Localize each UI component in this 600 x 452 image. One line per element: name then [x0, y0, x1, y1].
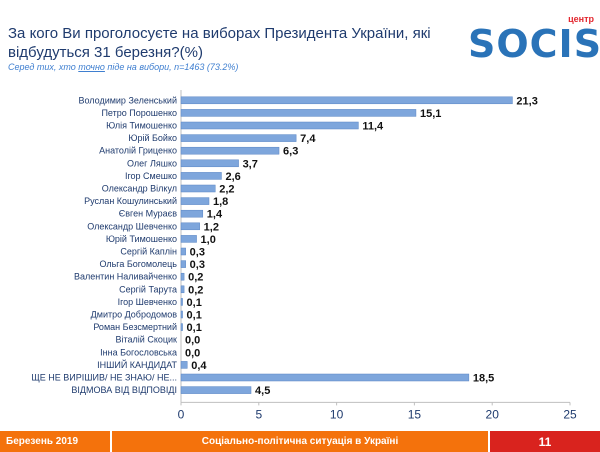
category-label: ЩЕ НЕ ВИРІШИВ/ НЕ ЗНАЮ/ НЕ...: [31, 373, 177, 383]
category-label: ВІДМОВА ВІД ВІДПОВІДІ: [71, 385, 177, 395]
bar: [180, 310, 183, 319]
category-label: Дмитро Добродомов: [91, 310, 178, 320]
value-label: 2,2: [219, 184, 234, 196]
bar: [180, 361, 188, 369]
bar: [180, 247, 186, 256]
category-label: Сергій Тарута: [119, 284, 177, 294]
value-label: 15,1: [420, 108, 441, 120]
subtitle-underlined: точно: [78, 62, 105, 72]
bar: [180, 298, 183, 306]
category-label: Петро Порошенко: [101, 108, 177, 118]
bar: [180, 121, 359, 130]
value-label: 0,0: [185, 335, 200, 347]
value-label: 6,3: [283, 146, 298, 158]
category-label: Валентин Наливайченко: [74, 272, 177, 282]
category-label: Олександр Шевченко: [87, 221, 177, 231]
x-tick-label: 5: [255, 407, 262, 421]
socis-logo: центр SOCIS: [468, 14, 600, 66]
value-label: 0,2: [188, 272, 203, 284]
category-label: Юрій Бойко: [128, 133, 177, 143]
value-label: 0,4: [191, 360, 207, 372]
value-label: 7,4: [300, 133, 316, 145]
value-label: 21,3: [516, 95, 537, 107]
x-tick-label: 20: [486, 407, 500, 421]
x-tick-label: 15: [408, 407, 422, 421]
value-label: 1,8: [213, 196, 228, 208]
category-label: Анатолій Гриценко: [99, 146, 177, 156]
bar: [180, 96, 513, 105]
category-label: Ольга Богомолець: [99, 259, 177, 269]
bar: [180, 323, 183, 331]
value-label: 0,3: [190, 247, 205, 259]
value-label: 0,3: [190, 259, 205, 271]
value-label: 11,4: [362, 121, 384, 133]
logo-small-text: центр: [568, 14, 594, 24]
category-label: Володимир Зеленський: [78, 95, 177, 105]
category-label: Олександр Вілкул: [102, 184, 177, 194]
value-label: 3,7: [243, 158, 258, 170]
category-label: Ігор Шевченко: [118, 297, 177, 307]
page-title: За кого Ви проголосуєте на виборах Прези…: [8, 25, 431, 61]
bar: [180, 285, 185, 294]
bar: [180, 209, 204, 218]
bar: [180, 260, 186, 268]
category-label: Сергій Каплін: [120, 247, 177, 257]
bar: [180, 172, 222, 180]
bar: [180, 272, 185, 281]
logo-brand: SOCIS: [468, 22, 600, 66]
subtitle-suffix: піде на вибори, n=1463 (73.2%): [104, 62, 239, 72]
value-label: 0,0: [185, 347, 200, 359]
bar: [180, 373, 470, 382]
subtitle-prefix: Серед тих, хто: [8, 62, 79, 72]
value-label: 0,2: [188, 284, 203, 296]
value-label: 1,0: [201, 234, 216, 246]
category-label: Віталій Скоцик: [116, 335, 178, 345]
bar: [180, 159, 239, 168]
x-tick-label: 10: [330, 407, 344, 421]
bar: [180, 197, 210, 205]
bar: [180, 184, 216, 193]
bar: [180, 386, 252, 394]
bar: [180, 235, 197, 243]
value-label: 0,1: [187, 310, 202, 322]
value-label: 1,2: [204, 221, 219, 233]
category-label: Євген Мураєв: [119, 209, 177, 219]
footer: Березень 2019 Соціально-політична ситуац…: [0, 431, 600, 452]
category-label: Юлія Тимошенко: [106, 121, 177, 131]
footer-section: Соціально-політична ситуація в Україні: [110, 431, 488, 452]
x-tick-label: 25: [563, 407, 577, 421]
value-label: 18,5: [473, 373, 494, 385]
value-label: 4,5: [255, 385, 270, 397]
category-label: Олег Ляшко: [127, 158, 177, 168]
bar: [180, 134, 297, 142]
value-label: 0,1: [187, 297, 202, 309]
category-label: Руслан Кошулинський: [84, 196, 177, 206]
value-label: 1,4: [207, 209, 223, 221]
category-label: Ігор Смешко: [125, 171, 177, 181]
footer-date: Березень 2019: [0, 431, 110, 452]
category-label: Юрій Тимошенко: [106, 234, 177, 244]
subtitle: Серед тих, хто точно піде на вибори, n=1…: [8, 62, 238, 72]
bar: [180, 146, 280, 155]
value-label: 0,1: [187, 322, 202, 334]
category-label: Інна Богословська: [100, 347, 177, 357]
value-label: 2,6: [225, 171, 240, 183]
x-tick-label: 0: [178, 407, 185, 421]
bar: [180, 222, 200, 231]
bar: [180, 109, 417, 117]
category-label: ІНШИЙ КАНДИДАТ: [97, 359, 177, 370]
page-number: 11: [488, 431, 600, 452]
category-label: Роман Безсмертний: [93, 322, 177, 332]
bar-chart: Володимир Зеленський 21,3 Петро Порошенко 1…: [31, 90, 577, 421]
